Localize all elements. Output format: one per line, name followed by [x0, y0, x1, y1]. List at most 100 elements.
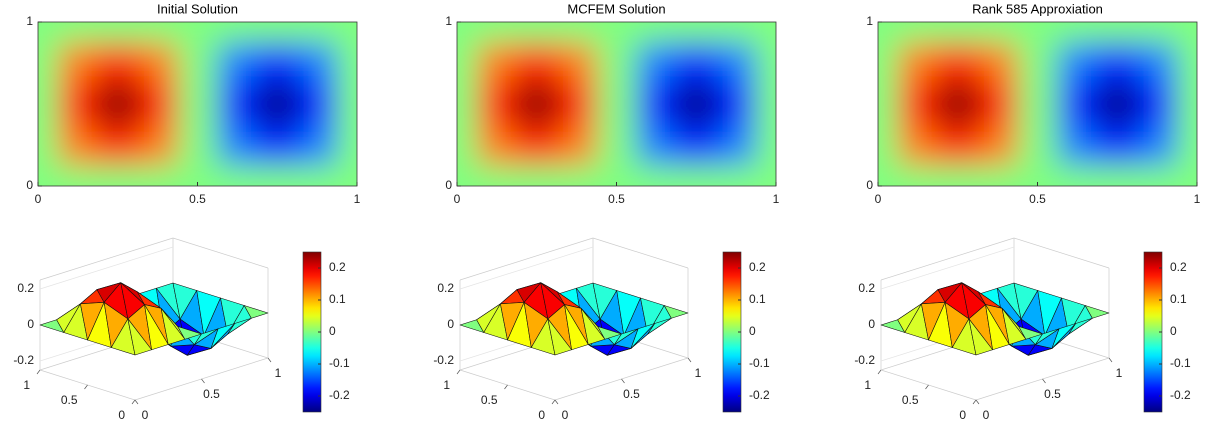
heatmap-cell — [217, 42, 258, 84]
heatmap-cell — [38, 42, 58, 84]
surface-facet — [647, 317, 672, 335]
z-tick-label: 0 — [27, 317, 34, 331]
x-tick-label: 0.5 — [623, 387, 640, 401]
x-tick — [554, 399, 559, 405]
colorbar-tick-label: 0.1 — [749, 292, 766, 306]
heatmap-cell — [716, 124, 757, 166]
z-tick-label: 0 — [868, 317, 875, 331]
heatmap-cell — [556, 165, 597, 186]
grid-line — [39, 246, 174, 290]
heatmap-cell — [756, 165, 776, 186]
colorbar-tick-label: -0.2 — [1170, 388, 1191, 402]
heatmap-cell — [257, 83, 298, 125]
heatmap-cell — [977, 165, 1018, 186]
heatmap-cell — [1097, 83, 1138, 125]
y-tick — [925, 384, 929, 390]
heatmap-cell — [137, 22, 178, 43]
box-edge — [39, 237, 174, 281]
y-tick-label: 0.5 — [481, 393, 498, 407]
heatmap-cell — [1057, 165, 1098, 186]
x-tick-label: 0.5 — [1029, 192, 1046, 206]
heatmap-cell — [516, 124, 557, 166]
x-tick-label: 0 — [454, 192, 461, 206]
heatmap-cell — [937, 42, 978, 84]
heatmap-cell — [1057, 83, 1098, 125]
heatmap-cell — [556, 22, 597, 43]
heatmap-cell — [636, 83, 677, 125]
heatmap-cell — [937, 83, 978, 125]
colorbar-tick-label: 0.2 — [749, 260, 766, 274]
heatmap-cell — [516, 42, 557, 84]
x-tick — [1108, 357, 1113, 363]
y-tick-label: 1 — [26, 14, 33, 28]
y-tick-label: 1 — [443, 378, 450, 392]
heatmap-cell — [897, 83, 938, 125]
heatmap-cell — [457, 22, 477, 43]
heatmap-cell — [716, 165, 757, 186]
heatmap-cell — [756, 22, 776, 43]
heatmap-cell — [716, 42, 757, 84]
heatmap-cell — [337, 42, 357, 84]
heatmap-cell — [297, 124, 338, 166]
heatmap-cell — [937, 124, 978, 166]
x-tick-label: 0 — [35, 192, 42, 206]
heatmap-cell — [878, 124, 898, 166]
colorbar-tick-label: 0.1 — [329, 292, 346, 306]
heatmap-cell — [596, 42, 637, 84]
box-edge — [880, 237, 1015, 281]
heatmap-cell — [257, 124, 298, 166]
heatmap-cell — [1137, 42, 1178, 84]
x-tick — [621, 378, 625, 384]
heatmap-cell — [137, 42, 178, 84]
heatmap-cell — [1017, 83, 1058, 125]
x-tick — [134, 399, 139, 405]
heatmap-cell — [716, 83, 757, 125]
heatmap-cell — [476, 22, 517, 43]
x-tick-label: 1 — [354, 192, 361, 206]
heatmap-cell — [476, 124, 517, 166]
surface-facet — [564, 304, 589, 351]
heatmap-cell — [97, 124, 138, 166]
surface-facet — [597, 326, 622, 340]
heatmap-cell — [596, 83, 637, 125]
heatmap-cell — [977, 124, 1018, 166]
heatmap-cell — [38, 124, 58, 166]
heatmap-cell — [596, 124, 637, 166]
heatmap-cells — [38, 22, 357, 186]
heatmap-cell — [257, 165, 298, 186]
heatmap-cell — [897, 165, 938, 186]
heatmap-cell — [878, 42, 898, 84]
surface — [39, 282, 269, 356]
heatmap-cell — [1137, 124, 1178, 166]
y-tick-label: 0 — [866, 178, 873, 192]
x-tick-label: 1 — [1194, 192, 1201, 206]
y-tick — [877, 369, 882, 375]
heatmap-cell — [476, 165, 517, 186]
x-tick — [975, 399, 980, 405]
heatmap-cell — [878, 22, 898, 43]
z-tick-label: 0.2 — [858, 281, 875, 295]
heatmap-cell — [1097, 42, 1138, 84]
y-tick-label: 1 — [445, 14, 452, 28]
heatmap-cell — [1177, 42, 1197, 84]
y-tick — [36, 369, 41, 375]
heatmap-cells — [878, 22, 1197, 186]
heatmap-cell — [1057, 22, 1098, 43]
heatmap-cells — [457, 22, 776, 186]
heatmap-cell — [756, 42, 776, 84]
colorbar-tick-label: -0.1 — [329, 356, 350, 370]
colorbar-tick-label: 0 — [329, 324, 336, 338]
surface-facet — [127, 318, 152, 356]
surface-facet — [227, 317, 252, 335]
heatmap-cell — [177, 42, 218, 84]
heatmap-cell — [516, 165, 557, 186]
surface-facet — [144, 304, 169, 351]
y-tick-label: 0 — [445, 178, 452, 192]
heatmap-cell — [596, 22, 637, 43]
y-tick-label: 0 — [538, 408, 545, 422]
heatmap-cell — [1017, 22, 1058, 43]
heatmap-cell — [217, 83, 258, 125]
heatmap-cell — [1017, 42, 1058, 84]
heatmap-cell — [457, 124, 477, 166]
